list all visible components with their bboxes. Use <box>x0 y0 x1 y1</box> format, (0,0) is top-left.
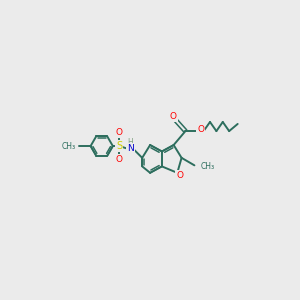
Text: S: S <box>116 141 122 151</box>
Text: O: O <box>116 128 123 137</box>
Text: H: H <box>127 138 133 147</box>
Text: CH₃: CH₃ <box>201 162 215 171</box>
Text: N: N <box>127 144 134 153</box>
Text: CH₃: CH₃ <box>61 142 76 151</box>
Text: O: O <box>197 125 204 134</box>
Text: O: O <box>176 171 183 180</box>
Text: O: O <box>170 112 177 121</box>
Text: O: O <box>116 155 123 164</box>
